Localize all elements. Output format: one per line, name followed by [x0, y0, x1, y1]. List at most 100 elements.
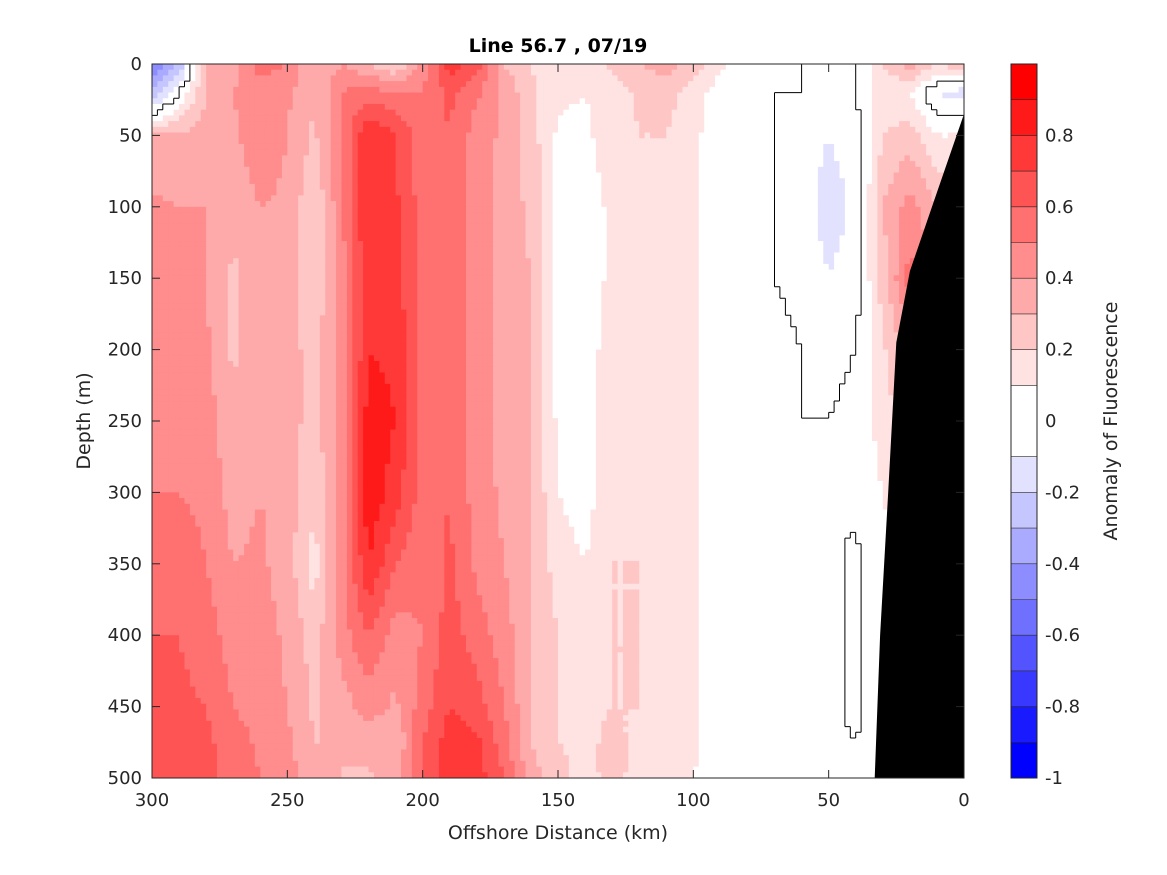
heat-cell — [585, 110, 591, 116]
heat-cell — [547, 144, 553, 150]
heat-cell — [802, 133, 808, 139]
heat-cell — [726, 127, 732, 133]
heat-cell — [623, 201, 629, 207]
heat-cell — [872, 110, 878, 116]
heat-cell — [515, 98, 521, 104]
heat-cell — [872, 173, 878, 179]
heat-cell — [266, 75, 272, 81]
heat-cell — [872, 75, 878, 81]
heat-cell — [271, 201, 277, 207]
heat-cell — [601, 150, 607, 156]
heat-cell — [618, 104, 624, 110]
heat-cell — [818, 167, 824, 173]
heat-cell — [498, 195, 504, 201]
heat-cell — [590, 218, 596, 224]
heat-cell — [385, 75, 391, 81]
heat-cell — [921, 127, 927, 133]
heat-cell — [818, 184, 824, 190]
heat-cell — [948, 87, 954, 93]
heat-cell — [834, 224, 840, 230]
heat-cell — [390, 173, 396, 179]
heat-cell — [433, 64, 439, 70]
heat-cell — [325, 138, 331, 144]
heat-cell — [260, 213, 266, 219]
heat-cell — [201, 230, 207, 236]
heat-cell — [477, 247, 483, 253]
heat-cell — [509, 224, 515, 230]
heat-cell — [672, 110, 678, 116]
heat-cell — [293, 138, 299, 144]
heat-cell — [520, 64, 526, 70]
heat-cell — [461, 201, 467, 207]
heat-cell — [239, 235, 245, 241]
heat-cell — [369, 87, 375, 93]
heat-cell — [856, 64, 862, 70]
heat-cell — [369, 241, 375, 247]
heat-cell — [590, 110, 596, 116]
heat-cell — [374, 115, 380, 121]
heat-cell — [233, 127, 239, 133]
heat-cell — [861, 178, 867, 184]
heat-cell — [217, 98, 223, 104]
heat-cell — [423, 201, 429, 207]
heat-cell — [520, 173, 526, 179]
heat-cell — [304, 81, 310, 87]
heat-cell — [179, 178, 185, 184]
heat-cell — [677, 173, 683, 179]
heat-cell — [298, 127, 304, 133]
heat-cell — [747, 207, 753, 213]
heat-cell — [710, 247, 716, 253]
heat-cell — [379, 167, 385, 173]
heat-cell — [498, 115, 504, 121]
heat-cell — [623, 144, 629, 150]
heat-cell — [563, 224, 569, 230]
heat-cell — [363, 173, 369, 179]
heat-cell — [590, 127, 596, 133]
heat-cell — [222, 230, 228, 236]
heat-cell — [915, 75, 921, 81]
heat-cell — [753, 144, 759, 150]
heat-cell — [423, 138, 429, 144]
heat-cell — [672, 70, 678, 76]
heat-cell — [347, 150, 353, 156]
heat-cell — [861, 110, 867, 116]
heat-cell — [385, 93, 391, 99]
heat-cell — [536, 224, 542, 230]
heat-cell — [255, 247, 261, 253]
heat-cell — [666, 230, 672, 236]
heat-cell — [742, 218, 748, 224]
heat-cell — [715, 167, 721, 173]
heat-cell — [688, 155, 694, 161]
heat-cell — [948, 104, 954, 110]
heat-cell — [282, 98, 288, 104]
heat-cell — [271, 230, 277, 236]
heat-cell — [347, 235, 353, 241]
heat-cell — [390, 241, 396, 247]
heat-cell — [352, 138, 358, 144]
heat-cell — [764, 75, 770, 81]
heat-cell — [590, 178, 596, 184]
heat-cell — [688, 247, 694, 253]
heat-cell — [341, 213, 347, 219]
heat-cell — [932, 93, 938, 99]
heat-cell — [363, 201, 369, 207]
heat-cell — [531, 184, 537, 190]
heat-cell — [764, 115, 770, 121]
heat-cell — [482, 155, 488, 161]
heat-cell — [461, 110, 467, 116]
heat-cell — [764, 93, 770, 99]
heat-cell — [255, 64, 261, 70]
heat-cell — [747, 247, 753, 253]
heat-cell — [379, 93, 385, 99]
heat-cell — [466, 190, 472, 196]
heat-cell — [829, 184, 835, 190]
heat-cell — [212, 138, 218, 144]
heat-cell — [683, 70, 689, 76]
heat-cell — [477, 241, 483, 247]
heat-cell — [693, 224, 699, 230]
heat-cell — [861, 155, 867, 161]
heat-cell — [450, 138, 456, 144]
heat-cell — [926, 110, 932, 116]
heat-cell — [461, 161, 467, 167]
heat-cell — [471, 104, 477, 110]
